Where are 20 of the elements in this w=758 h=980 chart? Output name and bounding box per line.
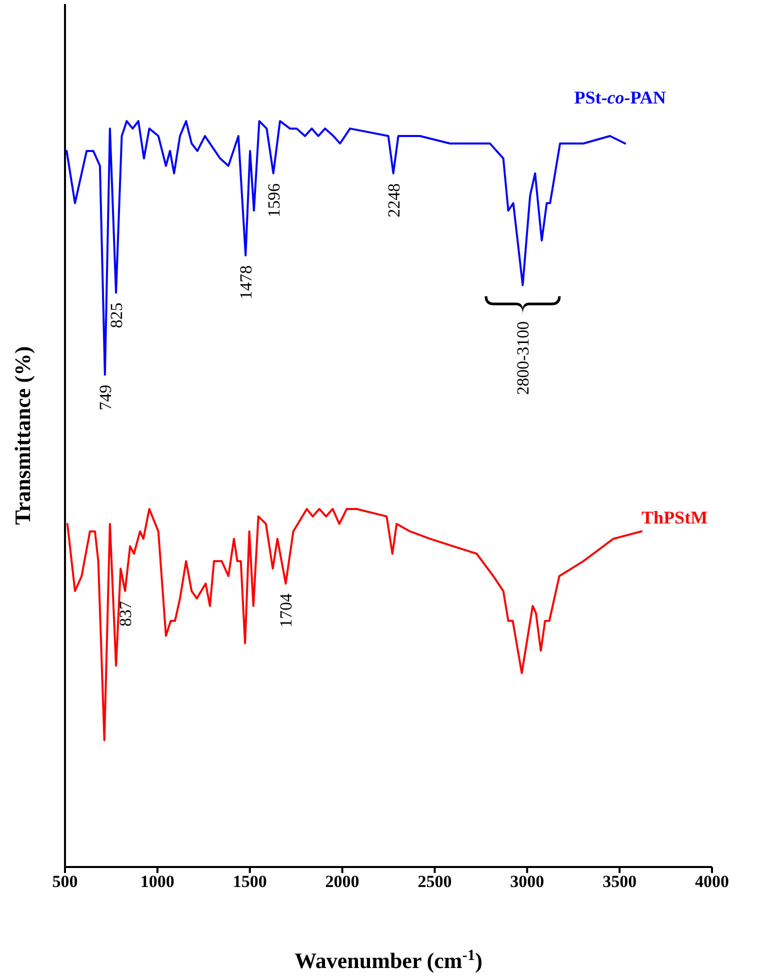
x-tick-label: 500 [52, 872, 78, 892]
x-tick-label: 2500 [418, 872, 452, 892]
x-tick-label: 4000 [695, 872, 729, 892]
x-tick-label: 3000 [510, 872, 544, 892]
annotation: 825 [107, 302, 126, 328]
annotation: 749 [96, 384, 115, 410]
x-tick-label: 2000 [325, 872, 360, 892]
annotation: 1478 [236, 265, 256, 300]
annotation: 2800-3100 [514, 321, 533, 395]
annotation: 1596 [264, 183, 284, 218]
series-label: ThPStM [642, 507, 708, 528]
annotation: 1704 [276, 593, 296, 628]
y-axis-title: Transmittance (%) [10, 346, 35, 525]
x-tick-label: 1000 [140, 872, 174, 892]
x-tick-label: 3500 [602, 872, 637, 892]
series-label: PSt-co-PAN [574, 87, 666, 108]
annotation: 837 [116, 600, 136, 627]
annotation: 2248 [384, 183, 404, 218]
x-axis-title: Wavenumber (cm$^{-1}$) [294, 946, 482, 973]
x-tick-label: 1500 [232, 872, 267, 892]
